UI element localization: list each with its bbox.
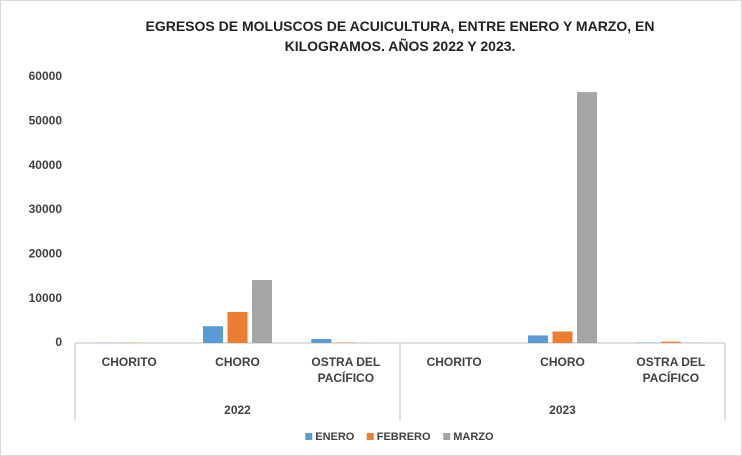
bar: [552, 331, 573, 343]
legend-swatch: [443, 433, 451, 440]
bar: [203, 326, 223, 343]
legend-label: MARZO: [453, 431, 494, 443]
bar: [311, 339, 332, 343]
legend-swatch: [305, 433, 313, 440]
y-tick-label: 50000: [29, 114, 63, 128]
x-tick-label: CHORO: [540, 355, 585, 369]
y-tick-label: 0: [55, 335, 62, 349]
legend-swatch: [366, 433, 374, 440]
bar: [577, 92, 597, 343]
group-label: 2023: [549, 403, 576, 417]
legend-label: FEBRERO: [377, 431, 431, 443]
y-tick-label: 60000: [29, 69, 63, 83]
bar: [227, 311, 248, 343]
x-tick-label: CHORITO: [101, 355, 157, 369]
bar: [528, 335, 548, 343]
y-tick-label: 20000: [29, 247, 63, 261]
x-tick-label: CHORO: [215, 355, 260, 369]
x-tick-label: OSTRA DEL PACÍFICO: [311, 355, 381, 385]
y-tick-label: 40000: [29, 158, 63, 172]
chart-title: EGRESOS DE MOLUSCOS DE ACUICULTURA, ENTR…: [145, 18, 655, 54]
group-label: 2022: [224, 403, 251, 417]
bar: [252, 280, 272, 343]
legend-label: ENERO: [315, 431, 355, 443]
y-tick-label: 10000: [29, 291, 63, 305]
x-tick-label: OSTRA DEL PACÍFICO: [636, 355, 706, 385]
bar: [660, 341, 681, 343]
y-tick-label: 30000: [29, 202, 63, 216]
x-tick-label: CHORITO: [426, 355, 482, 369]
